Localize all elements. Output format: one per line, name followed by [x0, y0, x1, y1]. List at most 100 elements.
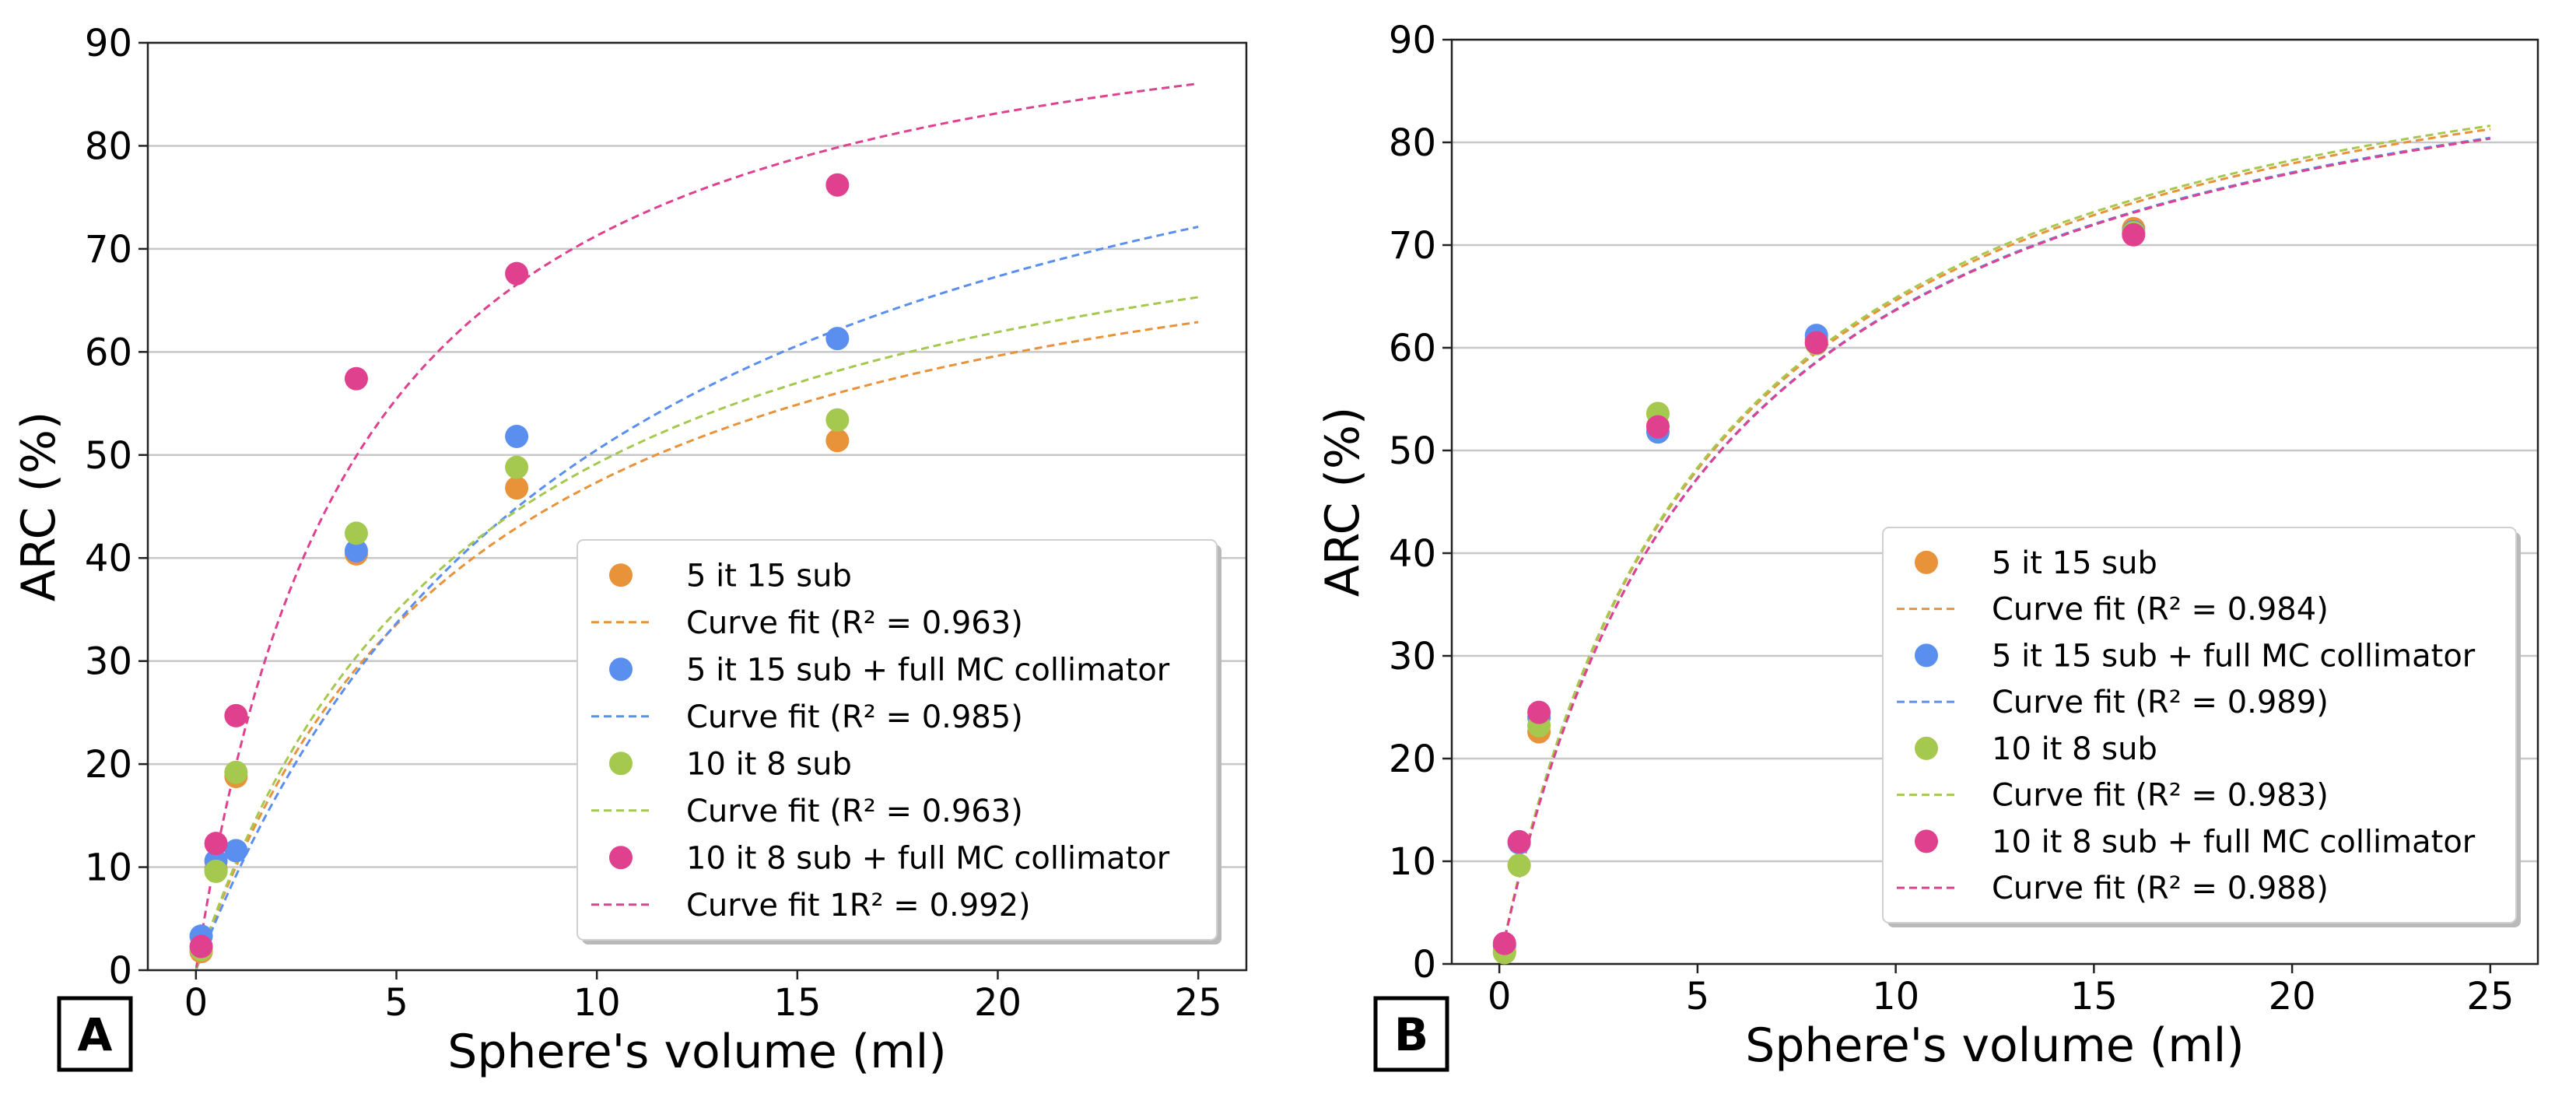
- legend-fit-label: Curve fit (R² = 0.985): [686, 699, 1023, 735]
- y-tick-label: 20: [85, 743, 132, 787]
- x-axis-label: Sphere's volume (ml): [447, 1025, 946, 1079]
- y-tick-label: 30: [1389, 635, 1436, 678]
- legend-fit-label: Curve fit (R² = 0.988): [1992, 871, 2329, 906]
- y-tick-label: 0: [108, 949, 132, 993]
- data-point-series-3: [2122, 223, 2146, 247]
- legend-fit-label: Curve fit 1R² = 0.992): [686, 888, 1031, 924]
- data-point-series-3: [189, 934, 213, 959]
- data-point-series-3: [344, 366, 368, 391]
- y-tick-label: 70: [1389, 224, 1436, 268]
- panel-letter-box: [1373, 996, 1449, 1072]
- data-point-series-0: [825, 429, 850, 453]
- data-point-series-2: [825, 408, 850, 432]
- x-tick-label: 20: [2269, 975, 2316, 1018]
- y-tick-label: 0: [1412, 943, 1436, 987]
- legend-fit-label: Curve fit (R² = 0.963): [686, 605, 1023, 641]
- fit-curve-series-3: [1498, 137, 2491, 962]
- legend-label: 10 it 8 sub: [1992, 731, 2157, 767]
- legend-box: [1882, 527, 2517, 924]
- legend-fit-label: Curve fit (R² = 0.963): [686, 794, 1023, 829]
- legend-marker: [609, 846, 633, 870]
- fit-curve-series-0: [195, 321, 1199, 969]
- x-tick-label: 15: [773, 981, 821, 1025]
- data-point-series-3: [1804, 331, 1828, 355]
- axes-frame: [1450, 38, 2539, 966]
- x-axis-label: Sphere's volume (ml): [1745, 1018, 2244, 1073]
- y-tick-label: 60: [1389, 327, 1436, 370]
- legend-marker: [609, 563, 633, 587]
- x-tick-label: 15: [2070, 975, 2118, 1018]
- legend-label: 5 it 15 sub: [686, 558, 852, 594]
- legend-marker: [1915, 550, 1938, 574]
- data-point-series-1: [825, 327, 850, 351]
- data-point-series-2: [1507, 853, 1531, 878]
- data-point-series-3: [825, 173, 850, 197]
- legend-fit-label: Curve fit (R² = 0.984): [1992, 592, 2329, 628]
- data-point-series-3: [1527, 700, 1551, 724]
- y-tick-label: 10: [1389, 840, 1436, 884]
- data-point-series-2: [344, 521, 368, 545]
- legend-marker: [1915, 829, 1938, 853]
- data-point-series-1: [505, 424, 529, 448]
- data-point-series-3: [1492, 931, 1516, 955]
- data-point-series-1: [344, 538, 368, 563]
- y-tick-label: 80: [1389, 121, 1436, 165]
- y-tick-label: 80: [85, 124, 132, 168]
- x-tick-label: 0: [184, 981, 209, 1025]
- legend: 5 it 15 sub Curve fit (R² = 0.984) 5 it 15…: [1882, 527, 2521, 927]
- data-point-series-3: [1507, 829, 1531, 853]
- y-axis-label: ARC (%): [1316, 407, 1370, 598]
- data-point-series-2: [505, 455, 529, 479]
- y-tick-label: 70: [85, 228, 132, 272]
- legend-label: 10 it 8 sub: [686, 746, 852, 782]
- panel-letter: A: [78, 1008, 113, 1061]
- y-tick-label: 20: [1389, 738, 1436, 781]
- legend-label: 10 it 8 sub + full MC collimator: [686, 840, 1170, 876]
- x-tick-label: 25: [1175, 981, 1222, 1025]
- x-tick-label: 10: [573, 981, 621, 1025]
- y-axis-label: ARC (%): [12, 412, 66, 602]
- legend-label: 5 it 15 sub + full MC collimator: [1992, 638, 2476, 674]
- legend-marker: [1915, 643, 1938, 668]
- legend-fit-label: Curve fit (R² = 0.989): [1992, 685, 2329, 720]
- panel-letter: B: [1394, 1008, 1428, 1061]
- legend: 5 it 15 sub Curve fit (R² = 0.963) 5 it 15…: [577, 539, 1221, 945]
- legend-label: 5 it 15 sub + full MC collimator: [686, 652, 1170, 688]
- y-tick-label: 40: [1389, 532, 1436, 576]
- x-tick-label: 20: [974, 981, 1022, 1025]
- data-point-series-1: [224, 839, 248, 863]
- data-point-series-3: [1645, 415, 1670, 439]
- data-point-series-2: [204, 859, 228, 883]
- legend-box: [577, 539, 1218, 941]
- x-tick-label: 5: [1686, 975, 1710, 1018]
- y-tick-label: 50: [1389, 429, 1436, 473]
- panel-letter-box: [57, 996, 133, 1072]
- y-tick-label: 10: [85, 846, 132, 890]
- y-tick-label: 50: [85, 434, 132, 478]
- y-tick-label: 60: [85, 331, 132, 374]
- fit-curve-series-2: [195, 296, 1199, 969]
- legend-fit-label: Curve fit (R² = 0.983): [1992, 778, 2329, 814]
- panel-b: 0 10 20 30 40 50 60 70 80 90 0 5 10 15 20 25 Sphere's vo…: [1316, 19, 2539, 1073]
- data-point-series-2: [224, 760, 248, 784]
- data-point-series-3: [505, 261, 529, 286]
- x-tick-label: 0: [1488, 975, 1512, 1018]
- panel-a: 0 10 20 30 40 50 60 70 80 90 0 5 10 15 20 25 Sphere's vo…: [12, 22, 1248, 1079]
- x-tick-label: 5: [384, 981, 408, 1025]
- y-tick-label: 90: [85, 22, 132, 65]
- legend-label: 5 it 15 sub: [1992, 545, 2157, 581]
- y-tick-label: 90: [1389, 19, 1436, 62]
- legend-marker: [609, 657, 633, 682]
- x-tick-label: 25: [2466, 975, 2514, 1018]
- fit-curve-series-1: [195, 226, 1199, 970]
- legend-marker: [609, 752, 633, 776]
- legend-marker: [1915, 736, 1938, 760]
- legend-label: 10 it 8 sub + full MC collimator: [1992, 824, 2476, 860]
- data-point-series-3: [204, 832, 228, 856]
- y-tick-label: 30: [85, 640, 132, 684]
- data-point-series-3: [224, 703, 248, 727]
- axes-frame: [146, 41, 1248, 972]
- data-point-series-0: [505, 476, 529, 500]
- y-tick-label: 40: [85, 537, 132, 580]
